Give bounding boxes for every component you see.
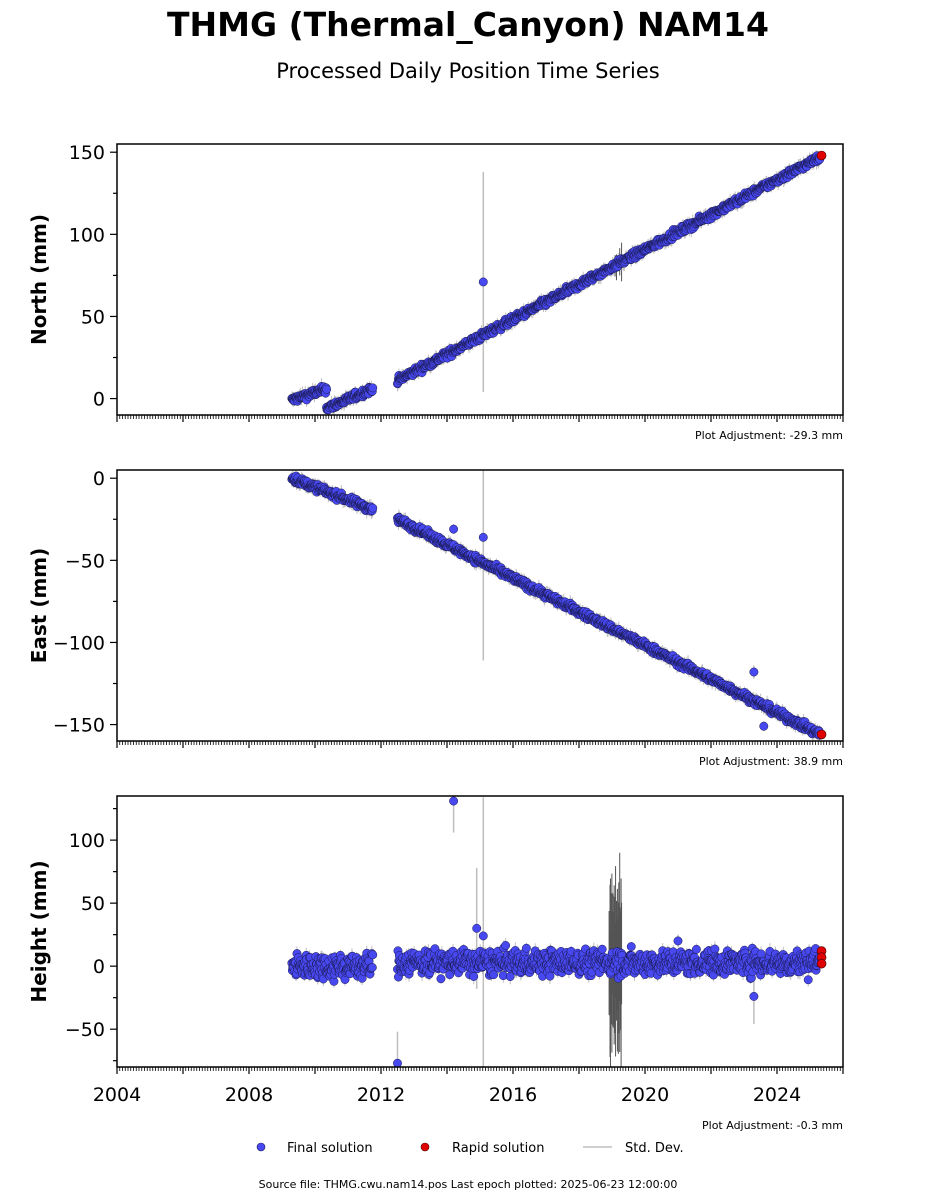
final-point [322, 384, 331, 394]
final-points [287, 151, 825, 415]
chart-title: THMG (Thermal_Canyon) NAM14 [167, 5, 769, 44]
panels: 0 50 100 150 North (mm) Plot Adjustment: -29.… [27, 142, 844, 1132]
plot-area [287, 150, 827, 415]
y-tick-label: −150 [53, 715, 105, 737]
panel-2: 0 −50 −100 −150 East (mm) Plot Adjustment: 38… [27, 468, 844, 768]
y-tick-label: 50 [81, 306, 105, 328]
plot-area [287, 470, 827, 741]
final-point [478, 532, 488, 542]
axes-frame [116, 469, 844, 742]
y-tick-label: 0 [93, 468, 105, 490]
y-axis-label: East (mm) [27, 548, 51, 664]
final-point [749, 667, 759, 677]
plot-area [287, 796, 827, 1067]
rapid-point [816, 729, 827, 740]
final-point [449, 524, 459, 534]
final-point [368, 383, 378, 393]
std-dev-bars [291, 796, 821, 1067]
y-tick-label: 0 [93, 389, 105, 411]
panel-1: 0 50 100 150 North (mm) Plot Adjustment: -29.… [27, 142, 844, 442]
final-points [287, 471, 825, 740]
y-axis-label: North (mm) [27, 214, 51, 345]
y-tick-label: 100 [69, 224, 105, 246]
y-tick-label: −50 [65, 550, 105, 572]
final-point [368, 503, 378, 513]
rapid-point [816, 150, 827, 161]
chart-subtitle: Processed Daily Position Time Series [276, 59, 660, 83]
plot-adjustment: Plot Adjustment: 38.9 mm [699, 755, 843, 768]
plot-adjustment: Plot Adjustment: -29.3 mm [695, 429, 843, 442]
y-tick-label: 150 [69, 142, 105, 164]
y-tick-label: −100 [53, 632, 105, 654]
final-point [759, 721, 769, 731]
final-point [478, 277, 488, 287]
std-dev-bars [291, 150, 821, 415]
